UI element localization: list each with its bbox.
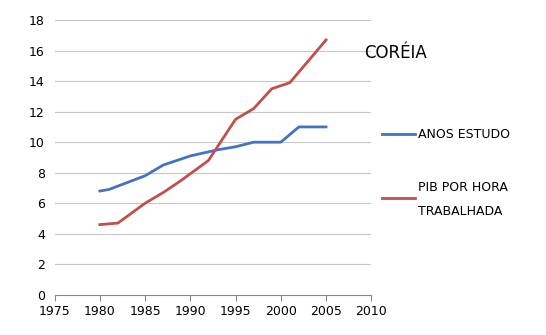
Text: TRABALHADA: TRABALHADA [418,205,502,217]
Text: PIB POR HORA: PIB POR HORA [418,181,508,194]
Text: ANOS ESTUDO: ANOS ESTUDO [418,128,509,140]
Text: CORÉIA: CORÉIA [365,44,427,62]
